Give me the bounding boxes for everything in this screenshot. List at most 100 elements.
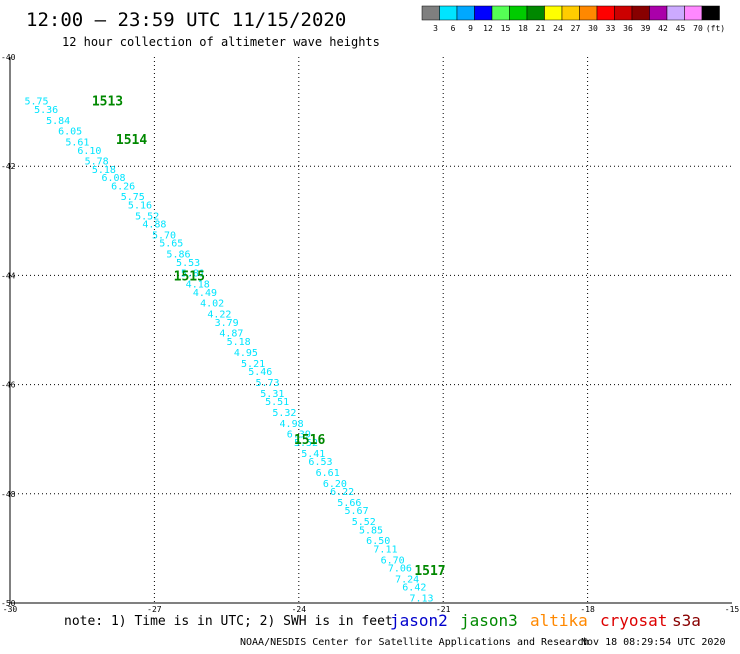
y-tick-label: -40 [1,53,16,62]
swh-value: 5.84 [46,116,70,127]
swh-value: 7.06 [388,564,412,575]
color-scale-swatch [614,5,633,21]
track-number-label: 1515 [174,269,205,284]
swh-value: 5.41 [301,449,325,460]
color-scale-label: 70 [693,24,703,33]
y-tick-label: -44 [1,271,16,280]
track-number-labels: 1513 1514 1515 1516 1517 [92,95,446,580]
swh-value: 5.18 [227,337,251,348]
swh-value: 4.87 [219,329,243,340]
footer-credit: NOAA/NESDIS Center for Satellite Applica… [240,637,589,648]
figure-title: 12:00 – 23:59 UTC 11/15/2020 [26,9,346,31]
satellite-legend-altika: altika [530,611,588,630]
swh-value: 4.98 [280,419,304,430]
swh-value: 4.22 [207,310,231,321]
color-scale-label: 39 [641,24,651,33]
color-scale-swatch [596,5,615,21]
swh-value: 3.79 [215,318,239,329]
swh-value: 5.85 [359,525,383,536]
color-scale-swatch [701,5,720,21]
swh-value: 5.52 [135,211,159,222]
color-scale-swatch [491,5,510,21]
swh-value: 6.53 [308,457,332,468]
swh-value: 5.67 [345,506,369,517]
swh-data-points: 5.755.365.846.055.616.105.785.186.086.26… [24,97,433,605]
swh-value: 6.39 [287,430,311,441]
swh-value: 5.53 [176,258,200,269]
color-scale-label: 6 [451,24,456,33]
y-tick-label: -42 [1,162,16,171]
color-scale-label: 3 [433,24,438,33]
color-scale-swatch [456,5,475,21]
satellite-legend-jason2: jason2 [390,611,448,630]
color-scale-label: 36 [623,24,633,33]
satellite-legend: jason2 jason3 altika cryosat s3a [390,611,701,630]
color-scale-swatch [439,5,458,21]
swh-value: 4.88 [142,220,166,231]
x-tick-label: -24 [292,605,307,614]
color-scale-label: 21 [536,24,546,33]
swh-value: 7.11 [373,544,397,555]
swh-value: 7.13 [410,594,434,605]
swh-value: 5.73 [255,378,279,389]
map-frame [9,57,732,604]
color-scale-label: 45 [676,24,686,33]
figure-subtitle: 12 hour collection of altimeter wave hei… [62,35,380,49]
x-tick-label: -27 [147,605,162,614]
color-scale-swatch [526,5,545,21]
color-scale-label: (ft) [706,24,725,33]
swh-value: 5.46 [248,367,272,378]
x-tick-label: -15 [725,605,740,614]
swh-value: 5.36 [34,105,58,116]
x-tick-label: -30 [3,605,18,614]
color-scale-legend: 3 6 9 12 15 18 21 24 27 30 33 36 39 42 45 70 (ft) [421,5,725,33]
swh-value: 6.42 [402,583,426,594]
swh-value: 4.49 [193,288,217,299]
color-scale-swatch [579,5,598,21]
color-scale-label: 9 [468,24,473,33]
color-scale-label: 24 [553,24,563,33]
swh-value: 5.70 [152,230,176,241]
swh-value: 6.22 [330,487,354,498]
color-scale-label: 42 [658,24,668,33]
color-scale-label: 30 [588,24,598,33]
color-scale-swatch [684,5,703,21]
satellite-legend-cryosat: cryosat [600,611,667,630]
y-axis-ticks: -40 -42 -44 -46 -48 -50 [1,53,16,608]
y-tick-label: -46 [1,381,16,390]
track-number-label: 1517 [414,564,445,579]
swh-value: 5.86 [166,250,190,261]
swh-value: 4.02 [200,299,224,310]
y-tick-label: -48 [1,490,16,499]
swh-value: 6.70 [381,555,405,566]
map-grid [10,57,732,603]
color-scale-label: 15 [501,24,511,33]
swh-value: 6.10 [77,146,101,157]
swh-value: 6.20 [323,479,347,490]
swh-value: 6.26 [111,181,135,192]
satellite-legend-jason3: jason3 [460,611,518,630]
footer-timestamp: Nov 18 08:29:54 UTC 2020 [581,637,726,648]
x-tick-label: -18 [580,605,595,614]
color-scale-swatch [666,5,685,21]
swh-value: 5.16 [128,200,152,211]
swh-value: 5.81 [181,269,205,280]
swh-value: 6.08 [101,173,125,184]
color-scale-label: 33 [606,24,616,33]
track-number-label: 1513 [92,95,123,110]
swh-value: 5.75 [121,192,145,203]
satellite-legend-s3a: s3a [672,611,701,630]
color-scale-swatch [421,5,440,21]
y-tick-label: -50 [1,599,16,608]
swh-value: 6.61 [316,468,340,479]
track-number-label: 1516 [294,433,325,448]
track-number-label: 1514 [116,133,147,148]
swh-value: 6.50 [366,536,390,547]
swh-value: 5.18 [92,165,116,176]
color-scale-swatch [544,5,563,21]
swh-value: 5.61 [65,138,89,149]
color-scale-label: 12 [483,24,493,33]
swh-value: 6.05 [58,127,82,138]
color-scale-swatch [631,5,650,21]
